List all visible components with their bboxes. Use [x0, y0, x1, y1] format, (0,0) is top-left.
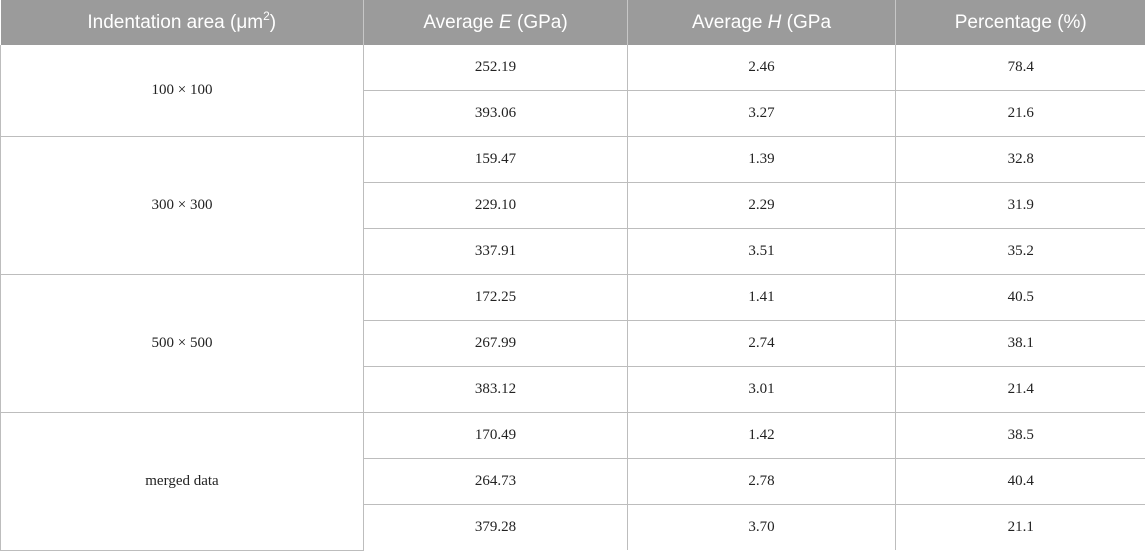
percentage-cell: 78.4 — [896, 45, 1145, 91]
average-h-cell: 3.27 — [628, 91, 896, 137]
average-e-cell: 379.28 — [364, 505, 628, 551]
percentage-cell: 35.2 — [896, 229, 1145, 275]
table-header: Indentation area (μm2) Average E (GPa) A… — [1, 0, 1145, 45]
average-h-cell: 2.78 — [628, 459, 896, 505]
header-average-h-pre: Average — [692, 12, 768, 33]
average-h-cell: 1.39 — [628, 137, 896, 183]
average-h-cell: 2.46 — [628, 45, 896, 91]
header-indentation-area-sup: 2 — [263, 9, 270, 23]
average-h-cell: 1.41 — [628, 275, 896, 321]
table-row: 100 × 100 252.19 2.46 78.4 — [1, 45, 1145, 91]
percentage-cell: 21.1 — [896, 505, 1145, 551]
header-percentage: Percentage (%) — [896, 0, 1145, 45]
percentage-cell: 21.4 — [896, 367, 1145, 413]
table-row: merged data 170.49 1.42 38.5 — [1, 413, 1145, 459]
average-h-cell: 2.74 — [628, 321, 896, 367]
average-e-cell: 229.10 — [364, 183, 628, 229]
group-label-cell: 100 × 100 — [1, 45, 364, 137]
average-e-cell: 267.99 — [364, 321, 628, 367]
percentage-cell: 38.5 — [896, 413, 1145, 459]
average-e-cell: 337.91 — [364, 229, 628, 275]
percentage-cell: 38.1 — [896, 321, 1145, 367]
header-indentation-area-close: ) — [270, 12, 276, 33]
table-row: 500 × 500 172.25 1.41 40.5 — [1, 275, 1145, 321]
header-average-e-symbol: E — [499, 12, 512, 33]
average-e-cell: 159.47 — [364, 137, 628, 183]
average-h-cell: 1.42 — [628, 413, 896, 459]
header-average-h: Average H (GPa — [628, 0, 896, 45]
average-h-cell: 3.01 — [628, 367, 896, 413]
average-e-cell: 383.12 — [364, 367, 628, 413]
header-indentation-area: Indentation area (μm2) — [1, 0, 364, 45]
average-e-cell: 170.49 — [364, 413, 628, 459]
header-indentation-area-text: Indentation area (μm — [87, 12, 263, 33]
percentage-cell: 40.4 — [896, 459, 1145, 505]
percentage-cell: 32.8 — [896, 137, 1145, 183]
average-e-cell: 264.73 — [364, 459, 628, 505]
header-row: Indentation area (μm2) Average E (GPa) A… — [1, 0, 1145, 45]
average-h-cell: 3.70 — [628, 505, 896, 551]
percentage-cell: 31.9 — [896, 183, 1145, 229]
average-e-cell: 172.25 — [364, 275, 628, 321]
average-h-cell: 3.51 — [628, 229, 896, 275]
header-average-e-pre: Average — [423, 12, 499, 33]
group-label-cell: 500 × 500 — [1, 275, 364, 413]
header-average-h-symbol: H — [768, 12, 782, 33]
group-label-cell: 300 × 300 — [1, 137, 364, 275]
group-label-cell: merged data — [1, 413, 364, 551]
header-average-h-post: (GPa — [781, 12, 831, 33]
average-h-cell: 2.29 — [628, 183, 896, 229]
table-row: 300 × 300 159.47 1.39 32.8 — [1, 137, 1145, 183]
average-e-cell: 252.19 — [364, 45, 628, 91]
table-body: 100 × 100 252.19 2.46 78.4 393.06 3.27 2… — [1, 45, 1145, 550]
header-average-e-post: (GPa) — [512, 12, 568, 33]
header-average-e: Average E (GPa) — [364, 0, 628, 45]
percentage-cell: 40.5 — [896, 275, 1145, 321]
average-e-cell: 393.06 — [364, 91, 628, 137]
percentage-cell: 21.6 — [896, 91, 1145, 137]
